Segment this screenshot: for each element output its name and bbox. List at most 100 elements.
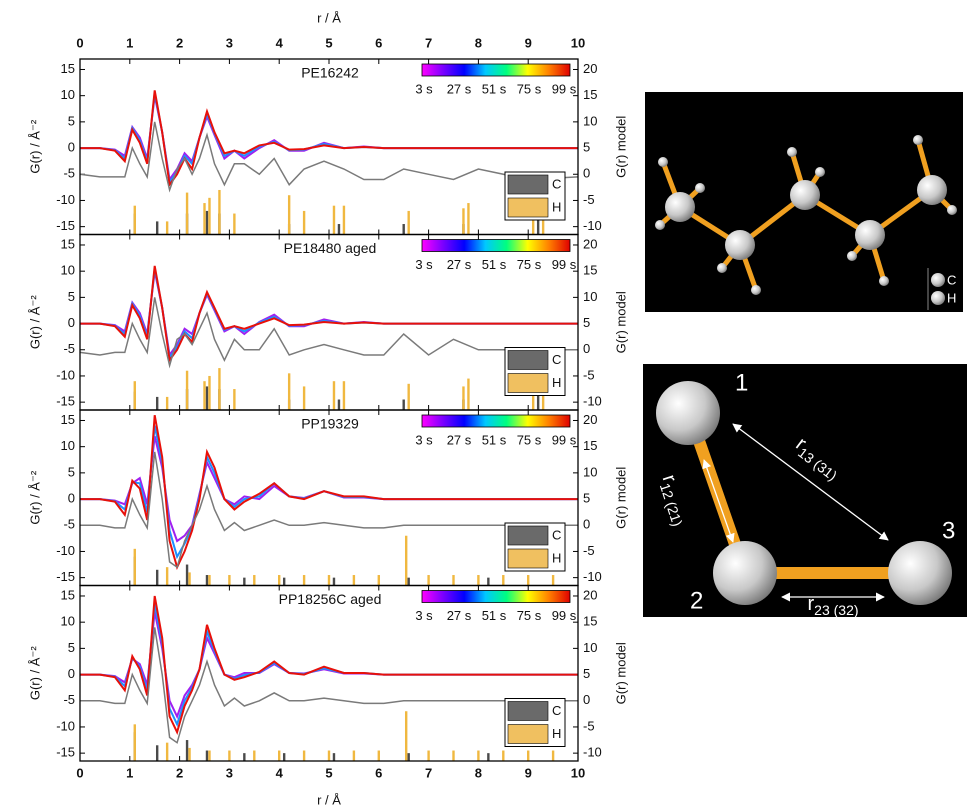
y-tick-label: 0 xyxy=(68,139,75,154)
stick xyxy=(303,751,305,761)
stick xyxy=(156,397,158,410)
x-tick-label: 1 xyxy=(126,765,133,780)
stick xyxy=(253,575,255,585)
panel: 012345678910r / Å-15-10-5051015-10-50510… xyxy=(27,586,628,808)
colorbar-label: 27 s xyxy=(447,432,472,447)
stick xyxy=(467,379,469,410)
stick xyxy=(462,386,464,410)
stick xyxy=(208,751,210,761)
y2-tick-label: 5 xyxy=(583,490,590,505)
stick xyxy=(552,575,554,585)
stick xyxy=(328,575,330,585)
legend-label: C xyxy=(552,352,561,367)
stick xyxy=(186,193,188,235)
panel-title: PP18256C aged xyxy=(279,591,382,607)
atom xyxy=(888,541,952,605)
legend-swatch xyxy=(508,351,548,370)
stick xyxy=(502,751,504,761)
y-tick-label: -10 xyxy=(56,543,75,558)
data-line xyxy=(80,90,578,184)
stick xyxy=(188,748,190,761)
stick xyxy=(343,381,345,410)
y2-tick-label: 15 xyxy=(583,614,597,629)
colorbar-label: 27 s xyxy=(447,257,472,272)
stick xyxy=(228,575,230,585)
atom-label: 3 xyxy=(942,517,955,544)
stick xyxy=(353,751,355,761)
stick xyxy=(467,203,469,234)
x-tick-label: 6 xyxy=(375,765,382,780)
x-tick-label: 6 xyxy=(375,35,382,50)
legend-label: C xyxy=(552,527,561,542)
x-tick-label: 10 xyxy=(571,35,585,50)
colorbar-label: 99 s xyxy=(552,257,577,272)
stick xyxy=(403,400,405,410)
y-tick-label: 10 xyxy=(61,438,75,453)
y-tick-label: 5 xyxy=(68,464,75,479)
stick xyxy=(206,751,208,761)
y-tick-label: -15 xyxy=(56,745,75,760)
stick xyxy=(203,203,205,234)
stick xyxy=(452,751,454,761)
y-axis-title: G(r) / Å⁻² xyxy=(27,119,42,173)
x-tick-label: 4 xyxy=(276,35,284,50)
legend-label: H xyxy=(552,726,561,741)
legend-label: H xyxy=(552,375,561,390)
panel: -15-10-5051015-10-505101520G(r) / Å⁻²G(r… xyxy=(27,410,628,586)
y-tick-label: -10 xyxy=(56,718,75,733)
stick xyxy=(338,224,340,234)
stick xyxy=(427,575,429,585)
atom-label: 2 xyxy=(690,587,703,614)
stick xyxy=(338,400,340,410)
legend-atom xyxy=(931,291,945,305)
stick xyxy=(134,724,136,761)
stick xyxy=(166,567,168,585)
y2-tick-label: 10 xyxy=(583,289,597,304)
y2-tick-label: -5 xyxy=(583,192,595,207)
panel-title: PP19329 xyxy=(301,416,359,432)
stick xyxy=(253,751,255,761)
y-tick-label: -5 xyxy=(63,341,75,356)
stick xyxy=(278,751,280,761)
y-tick-label: 15 xyxy=(61,61,75,76)
y2-tick-label: -5 xyxy=(583,718,595,733)
y2-axis-title: G(r) model xyxy=(613,642,628,704)
x-tick-label: 10 xyxy=(571,765,585,780)
colorbar-label: 27 s xyxy=(447,81,472,96)
y-tick-label: -5 xyxy=(63,517,75,532)
legend-label: H xyxy=(947,290,956,305)
y2-axis-title: G(r) model xyxy=(613,291,628,353)
y2-tick-label: -10 xyxy=(583,394,602,409)
colorbar-label: 99 s xyxy=(552,432,577,447)
model-line xyxy=(80,452,578,567)
x-tick-label: 2 xyxy=(176,765,183,780)
y2-tick-label: 15 xyxy=(583,87,597,102)
data-line xyxy=(80,93,578,182)
x-tick-label: 3 xyxy=(226,35,233,50)
stick xyxy=(537,219,539,235)
y-tick-label: -15 xyxy=(56,569,75,584)
legend-label: C xyxy=(552,176,561,191)
legend-swatch xyxy=(508,526,548,545)
stick xyxy=(407,578,409,586)
stick xyxy=(288,195,290,234)
stick xyxy=(407,211,409,235)
colorbar-label: 51 s xyxy=(482,257,507,272)
x-tick-label: 1 xyxy=(126,35,133,50)
molecule-image: C H xyxy=(645,92,963,312)
stick xyxy=(303,386,305,410)
colorbar-label: 3 s xyxy=(415,81,433,96)
colorbar-label: 99 s xyxy=(552,81,577,96)
x-tick-label: 7 xyxy=(425,765,432,780)
legend-swatch xyxy=(508,549,548,568)
stick xyxy=(206,211,208,235)
colorbar-label: 51 s xyxy=(482,81,507,96)
stick xyxy=(228,751,230,761)
stick xyxy=(407,753,409,761)
y-tick-label: 5 xyxy=(68,113,75,128)
stick xyxy=(233,214,235,235)
stick xyxy=(208,198,210,235)
stick xyxy=(186,371,188,410)
y2-tick-label: -10 xyxy=(583,218,602,233)
